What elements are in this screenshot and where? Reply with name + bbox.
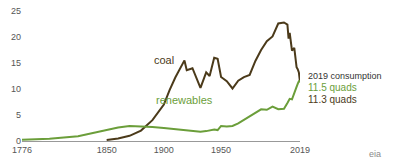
- svg-text:2019: 2019: [290, 145, 310, 155]
- svg-text:1900: 1900: [154, 145, 174, 155]
- svg-text:0: 0: [16, 136, 21, 146]
- svg-text:11.5 quads: 11.5 quads: [308, 82, 357, 93]
- svg-text:1776: 1776: [12, 145, 32, 155]
- svg-text:2019 consumption: 2019 consumption: [308, 71, 382, 81]
- svg-text:renewables: renewables: [156, 94, 213, 106]
- svg-text:10: 10: [11, 84, 21, 94]
- svg-text:15: 15: [11, 58, 21, 68]
- svg-text:eia: eia: [369, 149, 381, 159]
- svg-text:11.3 quads: 11.3 quads: [308, 94, 357, 105]
- svg-text:20: 20: [11, 32, 21, 42]
- svg-text:coal: coal: [154, 54, 174, 66]
- svg-text:1950: 1950: [211, 145, 231, 155]
- svg-text:5: 5: [16, 110, 21, 120]
- svg-text:1850: 1850: [97, 145, 117, 155]
- svg-text:25: 25: [11, 6, 21, 16]
